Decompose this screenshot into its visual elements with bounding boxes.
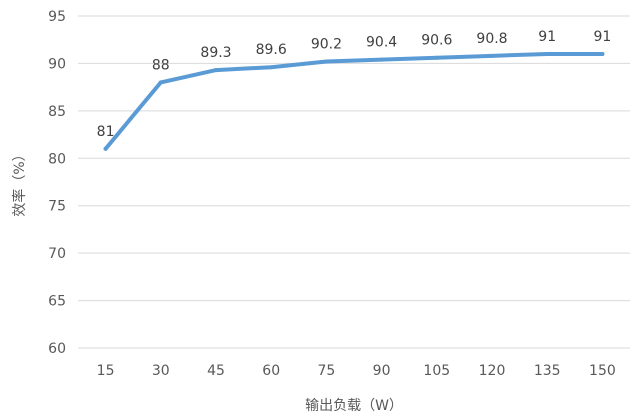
y-tick-label: 70 <box>48 246 66 262</box>
data-label: 90.6 <box>421 33 452 49</box>
y-tick-label: 65 <box>48 294 66 310</box>
data-label: 89.3 <box>200 45 231 61</box>
y-tick-label: 85 <box>48 104 66 120</box>
x-tick-label: 45 <box>207 363 225 379</box>
data-label: 88 <box>152 57 170 73</box>
x-axis-ticks: 15 30 45 60 75 90 105 120 135 150 <box>97 363 616 379</box>
x-tick-label: 60 <box>262 363 280 379</box>
data-label: 90.8 <box>476 31 507 47</box>
x-tick-label: 120 <box>479 363 506 379</box>
y-tick-label: 60 <box>48 341 66 357</box>
x-tick-label: 90 <box>373 363 391 379</box>
data-point <box>600 51 605 56</box>
x-tick-label: 150 <box>589 363 616 379</box>
y-axis-title: 效率（%） <box>11 147 28 216</box>
data-point <box>434 55 439 60</box>
data-label: 90.2 <box>311 37 342 53</box>
data-point <box>103 146 108 151</box>
data-label: 89.6 <box>256 42 287 58</box>
series-line <box>103 51 605 151</box>
gridlines <box>78 15 630 349</box>
data-point <box>379 57 384 62</box>
data-point <box>269 65 274 70</box>
x-tick-label: 15 <box>97 363 115 379</box>
data-point <box>214 68 218 73</box>
x-axis-title: 输出负载（W） <box>305 398 403 414</box>
data-point <box>545 51 550 56</box>
series <box>103 51 605 151</box>
x-tick-label: 105 <box>423 363 450 379</box>
x-tick-label: 135 <box>534 363 561 379</box>
y-tick-label: 75 <box>48 199 66 215</box>
y-tick-label: 95 <box>48 9 66 25</box>
data-label: 91 <box>538 29 556 45</box>
y-tick-label: 80 <box>48 151 66 167</box>
x-tick-label: 30 <box>152 363 170 379</box>
data-point <box>324 59 329 64</box>
y-axis-ticks: 60 65 70 75 80 85 90 95 <box>48 9 66 357</box>
data-labels: 81 88 89.3 89.6 90.2 90.4 90.6 90.8 91 91 <box>97 29 612 140</box>
data-label: 81 <box>97 124 115 140</box>
data-label: 91 <box>593 29 611 45</box>
data-point <box>158 80 163 85</box>
data-label: 90.4 <box>366 35 397 51</box>
data-point <box>490 53 494 58</box>
x-tick-label: 75 <box>317 363 335 379</box>
y-tick-label: 90 <box>48 56 66 72</box>
